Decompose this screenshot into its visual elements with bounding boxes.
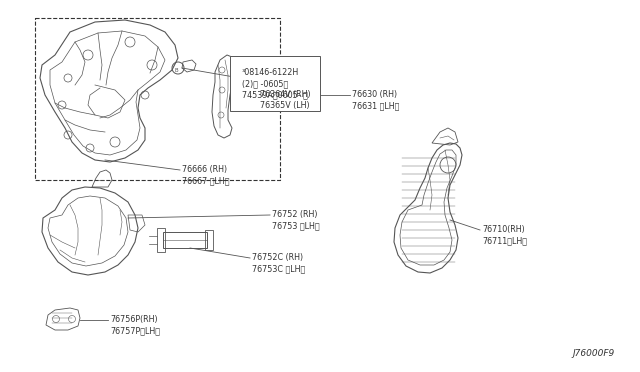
- Text: 76756P(RH)
76757P〈LH〉: 76756P(RH) 76757P〈LH〉: [110, 315, 160, 335]
- Text: 76364V (RH)
76365V (LH): 76364V (RH) 76365V (LH): [260, 90, 310, 110]
- Text: 76630 (RH)
76631 〈LH〉: 76630 (RH) 76631 〈LH〉: [352, 90, 399, 110]
- Bar: [163, 232, 207, 248]
- Text: 76752C (RH)
76753C 〈LH〉: 76752C (RH) 76753C 〈LH〉: [252, 253, 305, 273]
- Text: ³08146-6122H
(2)【 -0605】
74539A【0605- 】: ³08146-6122H (2)【 -0605】 74539A【0605- 】: [242, 68, 308, 99]
- Bar: [205, 230, 213, 250]
- Text: B: B: [174, 67, 178, 73]
- Bar: [157, 228, 165, 252]
- Bar: [35, 18, 280, 180]
- Text: J76000F9: J76000F9: [573, 349, 615, 358]
- Text: 76666 (RH)
76667 〈LH〉: 76666 (RH) 76667 〈LH〉: [182, 165, 230, 185]
- Text: 76752 (RH)
76753 〈LH〉: 76752 (RH) 76753 〈LH〉: [272, 210, 319, 230]
- Text: 76710(RH)
76711〈LH〉: 76710(RH) 76711〈LH〉: [482, 225, 527, 245]
